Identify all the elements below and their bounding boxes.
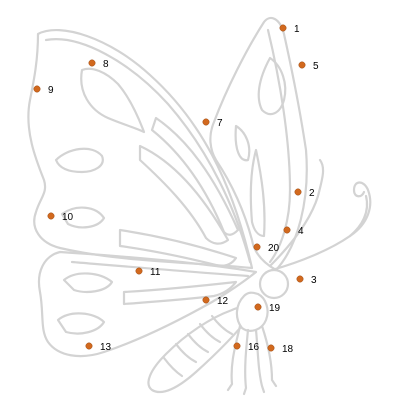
puzzle-dot-2[interactable]: 2 [294,188,315,199]
dot-number-label: 8 [103,59,109,70]
left-hindwing-spot-2 [56,312,106,335]
puzzle-dot-8[interactable]: 8 [88,59,109,70]
puzzle-dot-5[interactable]: 5 [298,61,319,72]
dot-marker[interactable] [202,296,210,304]
dot-marker[interactable] [33,85,41,93]
right-forewing-lower-spot [234,124,251,162]
dot-number-label: 11 [150,267,161,278]
antenna-lower-tip [348,194,369,238]
left-forewing-inner-vein [44,38,252,264]
left-hindwing-inner-edge [70,260,250,278]
left-hindwing-streak [122,280,238,306]
dot-number-label: 3 [311,275,317,286]
puzzle-dot-16[interactable]: 16 [233,342,260,353]
dot-number-label: 5 [313,61,319,72]
dot-marker[interactable] [47,212,55,220]
butterfly-thorax [235,291,269,332]
dot-marker[interactable] [283,226,291,234]
dot-number-label: 18 [282,344,294,355]
right-forewing-inner-vein [266,28,292,264]
abdomen-segment-lines [162,314,234,378]
dot-marker[interactable] [254,303,262,311]
dot-marker[interactable] [88,59,96,67]
dot-marker[interactable] [296,275,304,283]
dot-marker[interactable] [202,118,210,126]
left-hindwing-outline [37,250,258,358]
puzzle-dot-13[interactable]: 13 [85,342,112,353]
right-forewing-outline [209,16,308,272]
dot-number-label: 13 [100,342,112,353]
right-forewing-teardrop-spot [257,56,287,116]
puzzle-dot-4[interactable]: 4 [283,226,304,237]
puzzle-dot-11[interactable]: 11 [135,267,161,278]
puzzle-dot-12[interactable]: 12 [202,296,229,307]
butterfly-head [258,268,290,300]
left-forewing-outline [27,29,254,270]
puzzle-dot-3[interactable]: 3 [296,275,317,286]
dot-marker[interactable] [294,188,302,196]
puzzle-dot-20[interactable]: 20 [253,243,280,254]
left-forewing-streak-2 [150,116,240,236]
numbered-dots-layer: 1 5 8 9 7 2 10 4 20 11 3 12 19 13 16 18 [33,24,319,355]
dot-number-label: 19 [269,303,281,314]
dot-number-label: 12 [217,296,229,307]
puzzle-dot-9[interactable]: 9 [33,85,54,96]
left-forewing-teardrop-spot [80,67,146,134]
dot-marker[interactable] [233,342,241,350]
dot-number-label: 2 [309,188,315,199]
puzzle-dot-7[interactable]: 7 [202,118,223,129]
left-forewing-streak-3 [118,228,238,268]
left-hindwing-spot-1 [62,272,114,293]
antenna-lower [270,181,372,272]
dot-marker[interactable] [253,243,261,251]
dot-marker[interactable] [85,342,93,350]
dot-number-label: 1 [294,24,300,35]
left-forewing-middle-spot [54,147,104,174]
right-forewing-streak [249,148,266,238]
antenna-upper [268,158,325,268]
dot-number-label: 20 [268,243,280,254]
dot-marker[interactable] [135,267,143,275]
puzzle-dot-10[interactable]: 10 [47,212,74,223]
puzzle-dot-19[interactable]: 19 [254,303,281,314]
left-forewing-lower-spot [60,206,106,229]
dot-number-label: 16 [248,342,260,353]
left-forewing-streak-1 [138,144,230,245]
dot-number-label: 10 [62,212,74,223]
dot-number-label: 4 [298,226,304,237]
puzzle-dot-1[interactable]: 1 [279,24,300,35]
dot-marker[interactable] [267,344,275,352]
dot-number-label: 9 [48,85,54,96]
butterfly-legs [226,324,278,396]
dot-marker[interactable] [279,24,287,32]
dot-number-label: 7 [217,118,223,129]
puzzle-dot-18[interactable]: 18 [267,344,294,355]
dot-marker[interactable] [298,61,306,69]
